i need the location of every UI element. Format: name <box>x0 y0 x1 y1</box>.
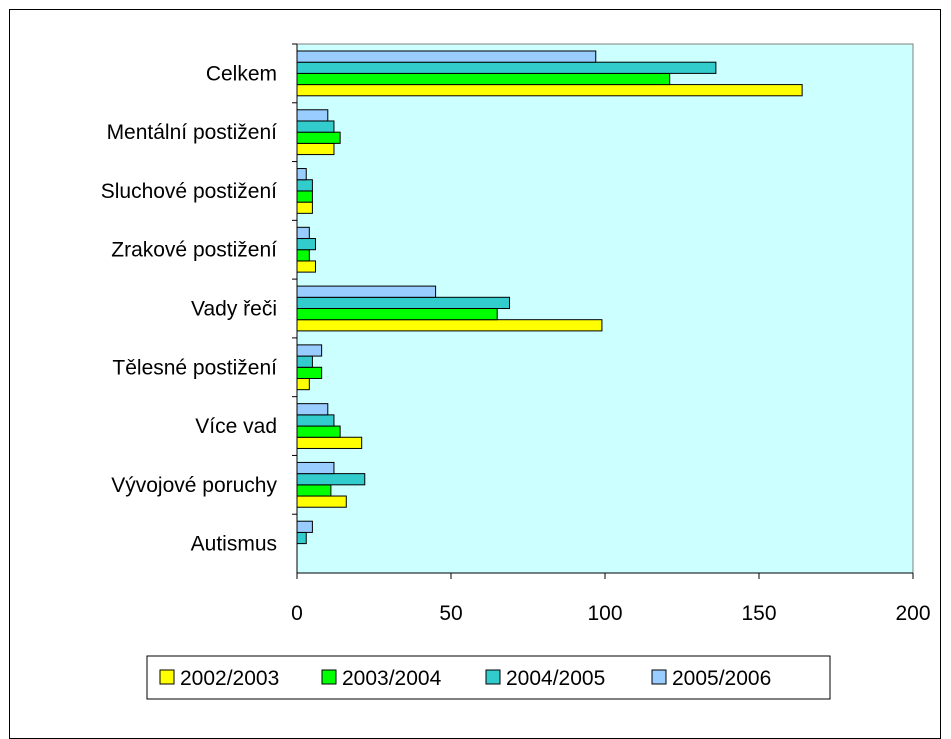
bar-4-2 <box>296 296 511 309</box>
x-tick-label: 150 <box>741 602 776 625</box>
bar-3-2 <box>296 238 316 251</box>
bar-7-2 <box>296 473 366 486</box>
bar-0-0 <box>296 84 803 97</box>
category-label: Více vad <box>195 415 277 438</box>
bar-0-1 <box>296 72 671 86</box>
bar-3-1 <box>296 249 310 262</box>
bar-1-0 <box>296 142 335 156</box>
category-labels: Celkem Mentální postižení Sluchové postiže… <box>101 43 297 556</box>
bar-6-2 <box>296 414 335 427</box>
bar-7-1 <box>296 484 332 497</box>
bar-7-0 <box>296 495 347 508</box>
bar-6-3 <box>296 403 329 416</box>
legend-swatch <box>651 669 667 685</box>
category-label: Vývojové poruchy <box>111 474 277 497</box>
x-axis: 0 50 100 150 200 <box>291 44 931 625</box>
legend-label: 2003/2004 <box>342 667 442 690</box>
bar-7-3 <box>296 461 335 475</box>
bar-8-3 <box>296 520 313 533</box>
bar-0-3 <box>296 50 597 63</box>
category-label: Zrakové postižení <box>111 239 277 262</box>
bar-2-0 <box>296 201 313 214</box>
bar-4-3 <box>296 285 437 298</box>
legend-swatch <box>485 669 501 685</box>
legend-swatch <box>159 669 175 685</box>
bar-4-0 <box>296 319 603 332</box>
category-label: Vady řeči <box>191 298 277 321</box>
bar-4-1 <box>296 308 498 321</box>
bar-2-1 <box>296 190 313 203</box>
bar-8-2 <box>296 531 307 545</box>
bar-0-2 <box>296 61 717 74</box>
x-tick-label: 0 <box>291 602 303 625</box>
legend-label: 2005/2006 <box>672 667 771 690</box>
bar-5-2 <box>296 355 313 368</box>
bar-1-2 <box>296 120 335 133</box>
category-label: Sluchové postižení <box>101 180 277 203</box>
bar-6-0 <box>296 436 363 449</box>
bar-6-1 <box>296 425 341 438</box>
bar-1-1 <box>296 131 341 144</box>
category-label: Mentální postižení <box>107 121 278 144</box>
legend-label: 2004/2005 <box>506 667 605 690</box>
legend-swatch <box>321 669 337 685</box>
bar-3-0 <box>296 260 316 273</box>
bar-5-3 <box>296 344 323 357</box>
x-tick-label: 50 <box>439 602 462 625</box>
bar-2-2 <box>296 179 313 192</box>
legend: 2002/2003 2003/2004 2004/2005 2005/2006 <box>146 655 831 700</box>
bar-5-1 <box>296 366 323 379</box>
bar-5-0 <box>296 377 310 391</box>
category-label: Tělesné postižení <box>112 356 277 379</box>
legend-label: 2002/2003 <box>180 667 279 690</box>
category-label: Autismus <box>191 533 277 556</box>
bar-3-3 <box>296 226 310 240</box>
legend-items: 2002/2003 2003/2004 2004/2005 2005/2006 <box>159 667 771 690</box>
x-tick-label: 100 <box>587 602 622 625</box>
bar-2-3 <box>296 168 307 181</box>
category-label: Celkem <box>206 62 277 85</box>
bar-1-3 <box>296 109 329 122</box>
x-tick-label: 200 <box>895 602 930 625</box>
